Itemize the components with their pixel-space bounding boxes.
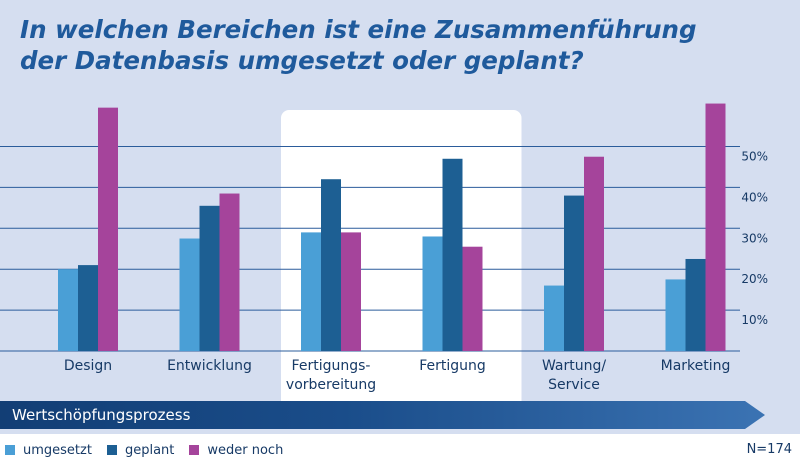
legend-label-umgesetzt: umgesetzt: [23, 442, 92, 458]
bar-chart: 10% 20% 30% 40% 50%: [0, 103, 768, 410]
y-tick-label: 20%: [741, 272, 768, 286]
y-tick-label: 30%: [741, 231, 768, 245]
legend-item-umgesetzt: umgesetzt: [5, 443, 92, 458]
bar-umgesetzt-0: [58, 269, 78, 351]
bar-umgesetzt-1: [179, 238, 200, 351]
sample-size-label: N=174: [746, 442, 792, 457]
bar-weder-noch-1: [219, 193, 240, 351]
legend-swatch-geplant: [106, 445, 117, 455]
legend-item-weder-noch: weder noch: [189, 443, 283, 458]
bar-geplant-3: [442, 158, 463, 351]
chart-title-line-1: In welchen Bereichen ist eine Zusammenfü…: [20, 15, 697, 44]
bar-geplant-0: [78, 265, 98, 351]
bar-umgesetzt-2: [301, 232, 321, 351]
bar-geplant-1: [199, 205, 220, 351]
x-tick-label: Wartung/Service: [541, 358, 607, 393]
bar-geplant-4: [564, 195, 584, 351]
legend-label-weder-noch: weder noch: [207, 442, 284, 458]
bar-geplant-5: [685, 258, 706, 351]
legend-swatch-weder-noch: [189, 445, 200, 455]
bar-weder-noch-4: [584, 156, 604, 351]
x-tick-label: Fertigung: [419, 358, 486, 374]
y-tick-label: 40%: [741, 190, 768, 204]
legend: umgesetzt geplant weder noch: [5, 441, 298, 459]
legend-item-geplant: geplant: [106, 442, 175, 458]
y-tick-label: 50%: [741, 150, 768, 164]
x-tick-label: Design: [63, 358, 113, 374]
chart-title-line-2: der Datenbasis umgesetzt oder geplant?: [20, 46, 584, 75]
bar-weder-noch-2: [341, 232, 361, 351]
bar-umgesetzt-5: [665, 279, 686, 351]
bar-geplant-2: [321, 179, 341, 351]
chart-title: In welchen Bereichen ist eine Zusammenfü…: [20, 14, 780, 76]
x-tick-label: Fertigungs-vorbereitung: [285, 358, 377, 393]
bar-weder-noch-0: [98, 107, 118, 352]
bar-umgesetzt-4: [544, 285, 564, 351]
x-tick-label: Marketing: [660, 358, 731, 374]
y-tick-label: 10%: [741, 313, 768, 327]
x-axis-label: Wertschöpfungsprozess: [12, 406, 191, 424]
legend-label-geplant: geplant: [124, 442, 175, 458]
legend-swatch-umgesetzt: [5, 445, 15, 455]
process-arrow: [0, 401, 765, 429]
bar-umgesetzt-3: [422, 236, 443, 351]
x-tick-label: Entwicklung: [167, 358, 252, 374]
bar-weder-noch-5: [705, 103, 726, 352]
bar-weder-noch-3: [462, 246, 483, 351]
